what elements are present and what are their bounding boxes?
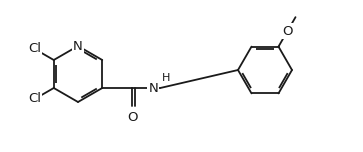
Text: O: O: [127, 111, 138, 124]
Text: Cl: Cl: [28, 43, 41, 55]
Text: N: N: [148, 81, 158, 95]
Text: H: H: [162, 73, 171, 83]
Text: N: N: [73, 40, 83, 52]
Text: O: O: [282, 24, 293, 38]
Text: Cl: Cl: [28, 93, 41, 105]
